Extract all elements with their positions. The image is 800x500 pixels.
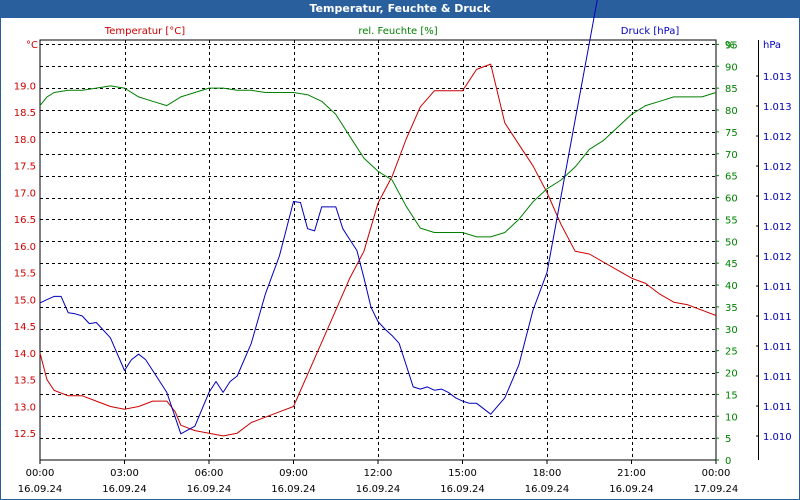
humidity-tick-label: 60 — [725, 194, 738, 205]
x-tick-date: 16.09.24 — [525, 484, 570, 495]
pressure-tick-label: 1.011 — [763, 282, 792, 293]
x-tick-time: 00:00 — [26, 468, 55, 479]
temperature-tick-label: 18.0 — [14, 135, 36, 146]
pressure-tick-label: 1.013 — [763, 72, 792, 83]
humidity-tick-label: 50 — [725, 237, 738, 248]
pressure-tick-label: 1.012 — [763, 222, 792, 233]
series-line-humidity — [39, 85, 717, 238]
window-title: Temperatur, Feuchte & Druck — [309, 2, 491, 15]
temperature-tick-label: 17.5 — [14, 162, 36, 173]
temperature-tick-label: 16.5 — [14, 215, 36, 226]
x-tick-time: 03:00 — [110, 468, 139, 479]
humidity-tick-label: 30 — [725, 325, 738, 336]
x-tick-date: 16.09.24 — [609, 484, 654, 495]
temperature-tick-label: 14.5 — [14, 322, 36, 333]
humidity-tick-label: 95 — [725, 40, 738, 51]
x-tick-time: 09:00 — [279, 468, 308, 479]
x-tick-time: 12:00 — [364, 468, 393, 479]
x-tick-date: 16.09.24 — [187, 484, 232, 495]
pressure-tick-label: 1.010 — [763, 432, 792, 443]
pressure-tick-label: 1.012 — [763, 132, 792, 143]
x-tick-date: 17.09.24 — [694, 484, 739, 495]
temperature-tick-label: 15.0 — [14, 295, 36, 306]
humidity-tick-label: 15 — [725, 390, 738, 401]
pressure-unit-label: hPa — [763, 40, 781, 51]
pressure-tick-label: 1.011 — [763, 372, 792, 383]
humidity-tick-label: 20 — [725, 369, 738, 380]
series-line-temperature — [39, 63, 717, 437]
temperature-tick-label: 17.0 — [14, 188, 36, 199]
humidity-axis-title: rel. Feuchte [%] — [358, 26, 437, 37]
temperature-tick-label: 13.5 — [14, 376, 36, 387]
title-bar: Temperatur, Feuchte & Druck — [0, 0, 800, 18]
humidity-tick-label: 85 — [725, 84, 738, 95]
x-tick-date: 16.09.24 — [18, 484, 63, 495]
temperature-tick-label: 15.5 — [14, 269, 36, 280]
temperature-tick-label: 16.0 — [14, 242, 36, 253]
x-tick-date: 16.09.24 — [440, 484, 485, 495]
temperature-axis-title: Temperatur [°C] — [104, 26, 185, 37]
pressure-tick-label: 1.013 — [763, 102, 792, 113]
x-tick-time: 15:00 — [448, 468, 477, 479]
humidity-tick-label: 70 — [725, 150, 738, 161]
pressure-tick-label: 1.011 — [763, 342, 792, 353]
humidity-tick-label: 75 — [725, 128, 738, 139]
humidity-tick-label: 80 — [725, 106, 738, 117]
humidity-tick-label: 25 — [725, 347, 738, 358]
humidity-unit-label: % — [725, 40, 735, 51]
x-tick-date: 16.09.24 — [271, 484, 316, 495]
temperature-unit-label: °C — [26, 40, 38, 51]
temperature-tick-label: 19.0 — [14, 81, 36, 92]
humidity-tick-label: 5 — [725, 434, 731, 445]
humidity-tick-label: 45 — [725, 259, 738, 270]
humidity-tick-label: 40 — [725, 281, 738, 292]
pressure-tick-label: 1.012 — [763, 162, 792, 173]
temperature-tick-label: 13.0 — [14, 402, 36, 413]
temperature-tick-label: 12.5 — [14, 429, 36, 440]
humidity-tick-label: 55 — [725, 215, 738, 226]
humidity-tick-label: 35 — [725, 303, 738, 314]
humidity-tick-label: 10 — [725, 412, 738, 423]
pressure-axis-title: Druck [hPa] — [621, 26, 680, 37]
temperature-tick-label: 14.0 — [14, 349, 36, 360]
humidity-tick-label: 65 — [725, 172, 738, 183]
humidity-tick-label: 0 — [725, 456, 731, 467]
pressure-tick-label: 1.012 — [763, 252, 792, 263]
pressure-tick-label: 1.012 — [763, 192, 792, 203]
pressure-tick-label: 1.011 — [763, 402, 792, 413]
x-tick-time: 18:00 — [533, 468, 562, 479]
x-tick-date: 16.09.24 — [356, 484, 401, 495]
pressure-tick-label: 1.011 — [763, 312, 792, 323]
humidity-tick-label: 90 — [725, 62, 738, 73]
x-tick-time: 06:00 — [195, 468, 224, 479]
temperature-tick-label: 18.5 — [14, 108, 36, 119]
x-tick-time: 00:00 — [702, 468, 731, 479]
x-tick-date: 16.09.24 — [102, 484, 147, 495]
series-line-pressure — [39, 0, 598, 435]
x-tick-time: 21:00 — [617, 468, 646, 479]
